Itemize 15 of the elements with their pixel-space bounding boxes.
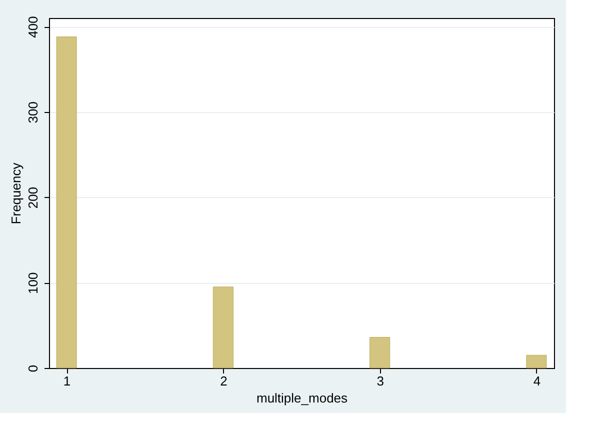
x-tick-label: 2 xyxy=(220,374,228,388)
x-tick-label: 1 xyxy=(63,374,71,388)
y-tick-label: 0 xyxy=(26,364,40,372)
bar xyxy=(212,286,234,368)
x-axis-title: multiple_modes xyxy=(256,390,348,406)
y-axis-title: Frequency xyxy=(8,162,24,224)
x-tick-label: 3 xyxy=(376,374,384,388)
y-tick-label: 100 xyxy=(26,272,40,294)
x-tick-label: 4 xyxy=(533,374,541,388)
y-tick-label: 200 xyxy=(26,186,40,209)
bar xyxy=(370,337,390,368)
bar xyxy=(56,36,77,368)
y-tick-label: 400 xyxy=(26,16,40,38)
y-tick-label: 300 xyxy=(26,102,40,124)
bar xyxy=(526,354,547,368)
